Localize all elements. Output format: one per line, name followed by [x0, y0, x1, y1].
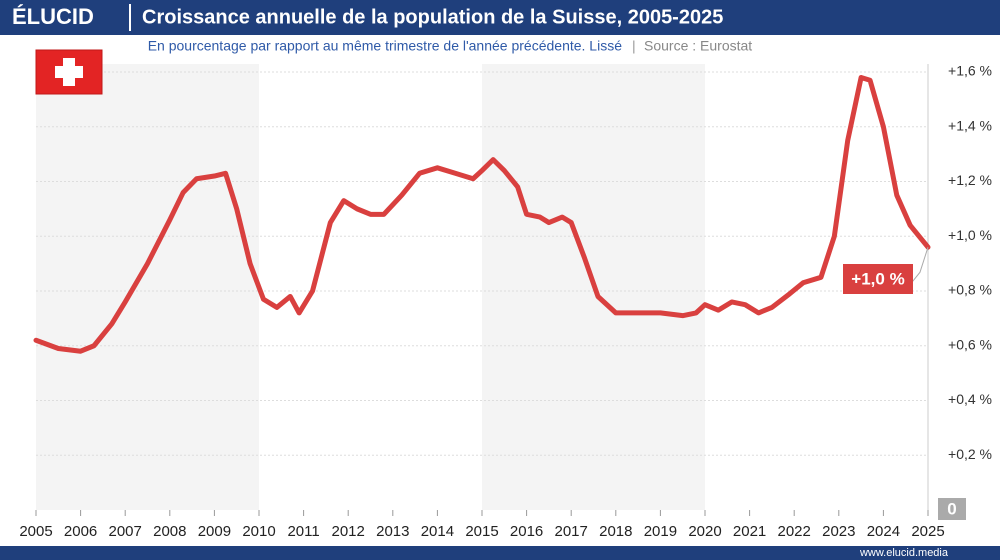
y-tick-label: +1,4 % — [948, 117, 992, 133]
separator: | — [632, 38, 636, 54]
subtitle: En pourcentage par rapport au même trime… — [148, 38, 622, 54]
x-tick-label: 2010 — [242, 523, 275, 540]
x-tick-label: 2023 — [822, 523, 855, 540]
x-tick-label: 2009 — [198, 523, 231, 540]
x-tick-label: 2012 — [332, 523, 365, 540]
x-tick-label: 2008 — [153, 523, 186, 540]
x-tick-label: 2024 — [867, 523, 900, 540]
zero-box — [938, 498, 966, 520]
source: Source : Eurostat — [644, 38, 752, 54]
annotation-box — [843, 264, 913, 294]
footer: www.elucid.media — [859, 547, 949, 559]
x-tick-label: 2007 — [109, 523, 142, 540]
chart-title: Croissance annuelle de la population de … — [142, 6, 723, 28]
annotation: +1,0 % — [851, 269, 904, 288]
x-tick-label: 2025 — [911, 523, 944, 540]
x-tick-label: 2022 — [778, 523, 811, 540]
y-tick-label: 0 — [947, 499, 956, 518]
x-tick-label: 2014 — [421, 523, 454, 540]
swiss-flag — [35, 49, 103, 95]
x-tick-label: 2006 — [64, 523, 97, 540]
y-tick-label: +0,8 % — [948, 282, 992, 298]
x-tick-label: 2013 — [376, 523, 409, 540]
x-tick-label: 2021 — [733, 523, 766, 540]
footer-band — [0, 546, 1000, 560]
header-band — [0, 0, 1000, 35]
x-tick-label: 2016 — [510, 523, 543, 540]
y-tick-label: +1,6 % — [948, 63, 992, 79]
y-tick-label: +0,2 % — [948, 446, 992, 462]
y-tick-label: +0,6 % — [948, 336, 992, 352]
x-tick-label: 2017 — [555, 523, 588, 540]
x-tick-label: 2005 — [19, 523, 52, 540]
x-tick-label: 2011 — [287, 523, 319, 540]
x-tick-label: 2015 — [465, 523, 498, 540]
line — [33, 74, 931, 354]
y-tick-label: +1,0 % — [948, 227, 992, 243]
leader-line — [911, 247, 929, 283]
x-tick-label: 2019 — [644, 523, 677, 540]
plot-area: 0 +0,2 % +0,4 % +0,6 % +0,8 % +1,0 % +1,2 % +1,… — [19, 63, 992, 540]
x-tick-label: 2020 — [688, 523, 721, 540]
brand: ÉLUCID — [12, 4, 94, 29]
y-tick-label: +0,4 % — [948, 391, 992, 407]
x-tick-label: 2018 — [599, 523, 632, 540]
shaded-range — [36, 64, 259, 510]
y-tick-label: +1,2 % — [948, 172, 992, 188]
